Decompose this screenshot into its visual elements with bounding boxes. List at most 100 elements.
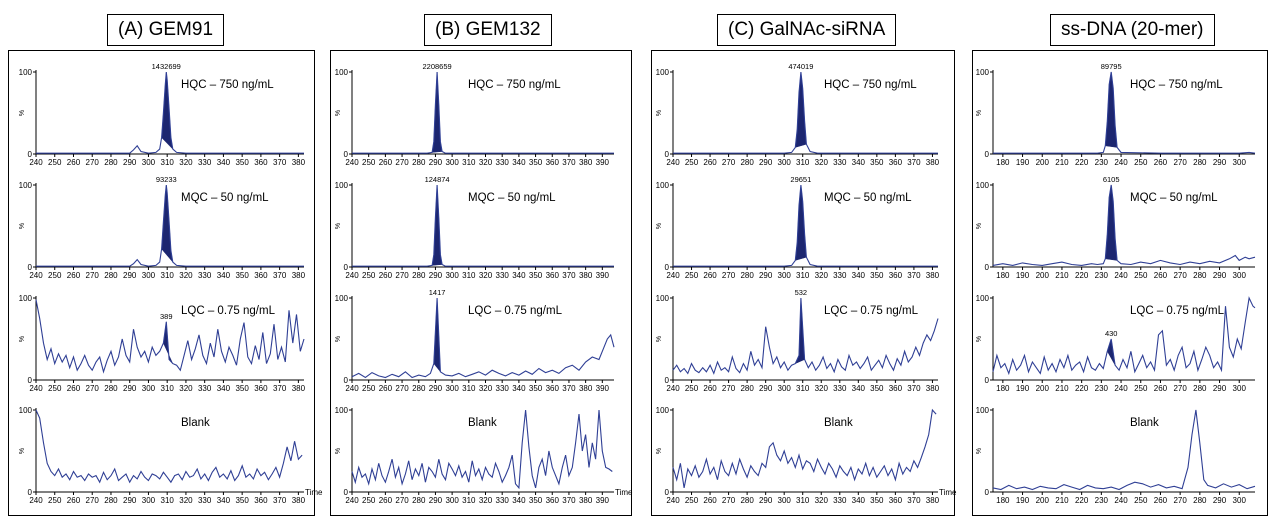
x-tick-label: 270 [395,158,409,167]
chromatogram-line [36,184,304,267]
x-tick-label: 290 [759,158,773,167]
trace-panel1-hqc: 100 0% 240 250 260 270 280 290 300 310 320 330 340 35… [335,62,614,167]
y-tick-label: 0 [344,263,349,272]
x-tick-label: 230 [1095,158,1109,167]
y-tick-label: 100 [19,181,33,190]
y-tick-label: 100 [976,294,990,303]
x-tick-label: 340 [512,384,526,393]
x-tick-label: 330 [833,158,847,167]
y-axis-label: % [19,336,26,342]
x-tick-label: 260 [67,496,81,505]
x-tick-label: 340 [512,158,526,167]
x-tick-label: 270 [395,496,409,505]
x-tick-label: 370 [562,496,576,505]
x-tick-label: 280 [104,384,118,393]
x-tick-label: 300 [1233,271,1247,280]
condition-label: Blank [1130,417,1159,429]
condition-label: MQC – 50 ng/mL [468,192,556,204]
x-tick-label: 320 [479,158,493,167]
x-tick-label: 380 [292,271,306,280]
x-tick-label: 340 [217,384,231,393]
condition-label: MQC – 50 ng/mL [824,192,912,204]
y-axis-label: % [976,336,983,342]
x-tick-label: 270 [86,271,100,280]
x-tick-label: 310 [796,158,810,167]
x-tick-label: 360 [889,384,903,393]
x-tick-label: 350 [529,158,543,167]
x-tick-label: 270 [722,384,736,393]
x-tick-label: 360 [254,496,268,505]
x-tick-label: 260 [703,384,717,393]
x-tick-label: 270 [1173,158,1187,167]
y-tick-label: 100 [976,68,990,77]
x-tick-label: 250 [1134,271,1148,280]
trace-panel1-lqc: 100 0% 240 250 260 270 280 290 300 310 320 330 340 35… [335,288,615,393]
y-tick-label: 100 [19,68,33,77]
x-tick-label: 340 [217,496,231,505]
x-tick-label: 190 [1016,158,1030,167]
x-tick-label: 180 [996,271,1010,280]
x-tick-label: 260 [67,158,81,167]
trace-panel0-lqc: 100 0% 240 250 260 270 280 290 300 310 320 330 340 35… [19,294,306,393]
x-tick-label: 300 [445,271,459,280]
x-tick-label: 380 [292,496,306,505]
x-tick-label: 310 [796,384,810,393]
x-tick-label: 370 [273,158,287,167]
x-tick-label: 200 [1036,496,1050,505]
x-tick-label: 290 [429,496,443,505]
condition-label: HQC – 750 ng/mL [468,79,561,91]
x-tick-label: 240 [1114,384,1128,393]
x-tick-label: 280 [104,271,118,280]
y-axis-label: % [976,110,983,116]
y-axis-label: % [976,223,983,229]
peak-intensity-label: 1417 [429,288,446,297]
panel-a-title: (A) GEM91 [107,14,225,46]
y-tick-label: 0 [344,376,349,385]
x-tick-label: 240 [29,384,43,393]
condition-label: HQC – 750 ng/mL [181,79,274,91]
x-tick-label: 360 [546,158,560,167]
x-tick-label: 320 [479,496,493,505]
x-tick-label: 320 [179,384,193,393]
x-tick-label: 300 [778,496,792,505]
x-tick-label: 380 [579,384,593,393]
x-tick-label: 290 [429,158,443,167]
x-tick-label: 210 [1055,496,1069,505]
trace-panel1-mqc: 100 0% 240 250 260 270 280 290 300 310 320 330 340 35… [335,175,614,280]
x-tick-label: 310 [462,158,476,167]
y-tick-label: 100 [335,68,349,77]
x-tick-label: 260 [379,496,393,505]
y-axis-label: % [335,336,342,342]
x-tick-label: 260 [1154,496,1168,505]
trace-panel3-lqc: 100 0% 180 190 200 210 220 230 240 250 260 270 280 29… [976,294,1256,393]
x-tick-label: 360 [546,384,560,393]
x-tick-label: 370 [562,384,576,393]
x-tick-label: 250 [685,384,699,393]
chromatogram-line [36,71,304,154]
x-tick-label: 310 [462,271,476,280]
y-tick-label: 100 [335,181,349,190]
chromatogram-line [993,71,1256,154]
chromatogram-line [351,409,613,490]
x-tick-label: 390 [596,384,610,393]
y-axis-label: % [335,448,342,454]
x-tick-label: 260 [1154,271,1168,280]
y-axis-label: % [656,223,663,229]
x-tick-label: 240 [666,158,680,167]
x-tick-label: 270 [395,271,409,280]
integrated-peak [1105,71,1118,148]
x-tick-label: 300 [1233,384,1247,393]
x-tick-label: 280 [412,158,426,167]
x-tick-label: 310 [462,496,476,505]
x-tick-label: 370 [273,384,287,393]
x-tick-label: 270 [1173,496,1187,505]
x-tick-label: 320 [815,496,829,505]
x-tick-label: 240 [1114,496,1128,505]
x-tick-label: 250 [48,496,62,505]
chromatogram-line [992,409,1256,491]
x-tick-label: 290 [759,271,773,280]
x-tick-label: 330 [496,496,510,505]
x-tick-label: 250 [362,384,376,393]
x-tick-label: 360 [546,271,560,280]
chromatogram-line [992,184,1256,266]
